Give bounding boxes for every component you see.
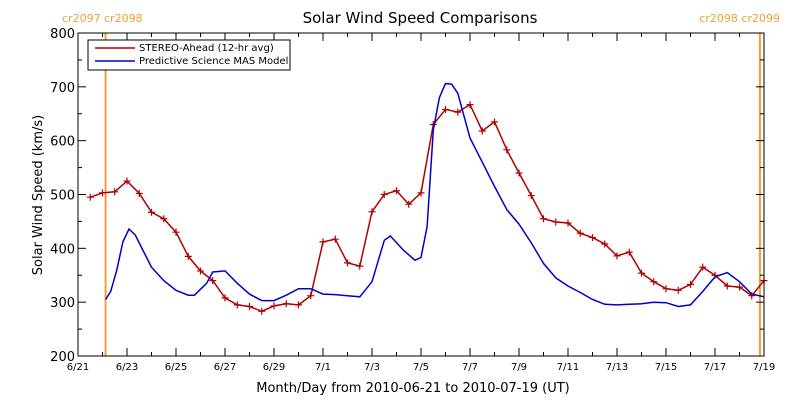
data-point-0-33	[491, 118, 498, 126]
data-point-0-4	[135, 189, 143, 197]
x-tick-label-12: 7/15	[655, 362, 677, 373]
data-point-0-26	[405, 200, 413, 208]
data-point-0-50	[699, 263, 707, 271]
y-tick-label-2: 400	[50, 242, 75, 257]
x-tick-label-1: 6/23	[116, 362, 138, 373]
y-tick-label-0: 200	[50, 350, 75, 365]
data-point-0-27	[417, 189, 425, 197]
data-point-0-2	[111, 188, 119, 196]
data-point-0-0	[86, 193, 94, 201]
data-point-0-21	[344, 259, 351, 267]
data-point-0-38	[552, 218, 560, 226]
x-tick-label-14: 7/19	[753, 362, 775, 373]
y-tick-label-6: 800	[50, 27, 75, 42]
series-line-1	[104, 82, 765, 308]
y-tick-label-5: 700	[50, 81, 75, 96]
data-point-0-8	[184, 252, 192, 260]
carrington-label-1: cr2098 cr2099	[699, 12, 780, 25]
legend-label-stereo: STEREO-Ahead (12-hr avg)	[139, 43, 274, 54]
data-point-0-31	[466, 101, 474, 109]
x-tick-label-2: 6/25	[165, 362, 187, 373]
x-tick-label-11: 7/13	[606, 362, 628, 373]
data-point-0-5	[148, 208, 155, 216]
data-point-0-43	[613, 252, 621, 260]
x-tick-label-3: 6/27	[214, 362, 236, 373]
data-point-0-48	[674, 286, 682, 294]
data-point-0-32	[478, 127, 486, 135]
y-axis: 200 300 400 500 600 700 800	[50, 27, 764, 365]
data-point-0-37	[540, 215, 547, 223]
x-axis: 6/21 6/23 6/25 6/27 6/29 7/1 7/3 7/5 7/7 7/9 7/11 7…	[67, 33, 775, 373]
data-point-0-40	[576, 229, 584, 237]
data-point-0-47	[662, 285, 670, 293]
data-point-0-18	[307, 292, 315, 300]
data-point-0-34	[503, 146, 511, 154]
y-tick-label-1: 300	[50, 296, 75, 311]
data-point-0-24	[380, 191, 388, 198]
data-point-0-22	[356, 262, 364, 270]
data-point-0-45	[638, 269, 645, 277]
data-point-0-17	[295, 301, 302, 309]
x-tick-label-5: 7/1	[315, 362, 331, 373]
data-point-0-35	[515, 169, 523, 177]
data-point-0-29	[442, 105, 449, 113]
x-tick-label-7: 7/5	[413, 362, 429, 373]
data-point-0-13	[246, 302, 253, 310]
data-point-0-30	[454, 108, 462, 116]
x-tick-label-0: 6/21	[67, 362, 89, 373]
data-point-0-19	[319, 238, 327, 246]
carrington-label-0: cr2097 cr2098	[62, 12, 143, 25]
chart-title: Solar Wind Speed Comparisons	[303, 9, 538, 27]
x-tick-label-10: 7/11	[557, 362, 579, 373]
data-point-0-6	[160, 215, 168, 223]
data-point-0-42	[601, 240, 609, 248]
data-point-0-11	[221, 294, 229, 302]
x-tick-label-4: 6/29	[263, 362, 285, 373]
data-point-0-16	[282, 300, 290, 308]
y-tick-label-4: 600	[50, 135, 75, 150]
data-point-0-23	[368, 208, 376, 216]
data-point-0-41	[589, 234, 596, 242]
data-point-0-7	[172, 228, 180, 236]
x-axis-label: Month/Day from 2010-06-21 to 2010-07-19 …	[256, 381, 569, 396]
data-point-0-3	[123, 177, 131, 185]
data-point-0-15	[270, 302, 278, 310]
legend-label-mas: Predictive Science MAS Model	[139, 56, 288, 67]
legend: STEREO-Ahead (12-hr avg) Predictive Scie…	[87, 39, 291, 71]
legend-box	[87, 39, 291, 71]
x-tick-label-6: 7/3	[364, 362, 380, 373]
data-point-0-10	[209, 277, 217, 285]
data-point-0-39	[564, 219, 572, 227]
x-tick-label-13: 7/17	[704, 362, 726, 373]
data-point-0-14	[258, 307, 266, 315]
data-point-0-46	[650, 278, 658, 286]
data-point-0-44	[625, 248, 633, 256]
data-point-0-52	[723, 282, 731, 290]
series-group	[86, 82, 768, 315]
data-point-0-36	[527, 192, 535, 200]
data-point-0-25	[393, 187, 400, 195]
x-tick-label-8: 7/7	[462, 362, 478, 373]
data-point-0-20	[331, 235, 339, 243]
data-point-0-9	[197, 267, 204, 275]
data-point-0-53	[736, 283, 743, 291]
data-point-0-1	[99, 189, 106, 197]
data-point-0-12	[233, 301, 241, 309]
y-axis-label: Solar Wind Speed (km/s)	[31, 115, 46, 275]
y-tick-label-3: 500	[50, 189, 75, 204]
series-line-0	[90, 103, 765, 313]
data-point-0-49	[687, 280, 694, 288]
x-tick-label-9: 7/9	[511, 362, 527, 373]
